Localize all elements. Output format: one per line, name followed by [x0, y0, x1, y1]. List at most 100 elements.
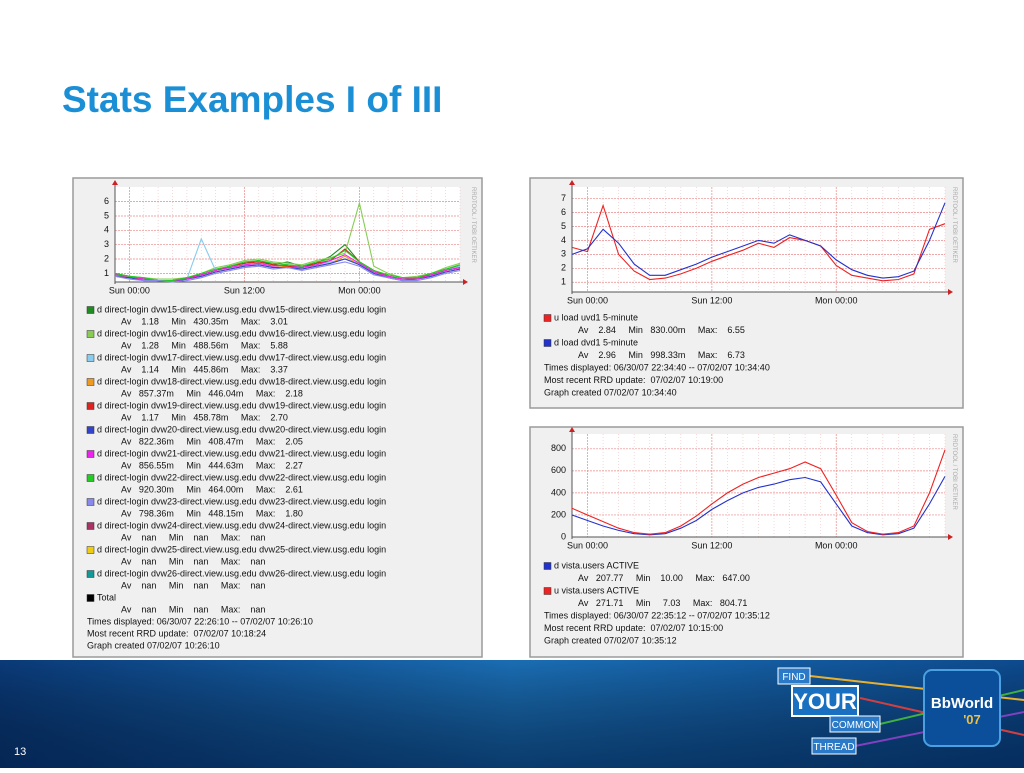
- series-line: [114, 261, 461, 283]
- x-tick-label: Sun 00:00: [109, 285, 150, 295]
- page-number: 13: [14, 746, 26, 758]
- y-tick-label: 3: [104, 239, 109, 249]
- legend-label: d vista.users ACTIVE: [554, 560, 639, 570]
- legend-stats: Av 2.96 Min 998.33m Max: 6.73: [578, 350, 745, 360]
- legend-swatch: [86, 354, 95, 362]
- footer-shade: [0, 660, 1024, 768]
- axis-arrow: [463, 279, 468, 285]
- legend-stats: Av 207.77 Min 10.00 Max: 647.00: [578, 573, 750, 583]
- legend-label: d direct-login dvw16-direct.view.usg.edu…: [97, 328, 386, 338]
- y-tick-label: 7: [561, 193, 566, 203]
- y-tick-label: 1: [104, 268, 109, 278]
- y-tick-label: 4: [561, 235, 566, 245]
- series-line: [571, 203, 946, 282]
- logo-year: '07: [963, 712, 981, 727]
- series-line: [571, 202, 946, 279]
- y-tick-label: 5: [104, 210, 109, 220]
- rrd-graph: Sun 00:00 Sun 12:00 Mon 00:00 0 200 400 600 800…: [529, 426, 964, 658]
- legend-stats: Av 798.36m Min 448.15m Max: 1.80: [121, 508, 303, 518]
- legend-stats: Av 1.28 Min 488.56m Max: 5.88: [121, 340, 288, 350]
- y-tick-label: 4: [104, 225, 109, 235]
- graph-note: Graph created 07/02/07 10:35:12: [544, 635, 677, 645]
- logo: FIND YOUR COMMON THREAD BbWorld '07: [777, 667, 1024, 755]
- graph-note: Most recent RRD update: 07/02/07 10:18:2…: [87, 628, 266, 638]
- axis-arrow: [948, 534, 953, 540]
- legend-label: d direct-login dvw18-direct.view.usg.edu…: [97, 376, 386, 386]
- legend-stats: Av nan Min nan Max: nan: [121, 604, 265, 614]
- axis-arrow: [569, 427, 575, 432]
- graph-note: Most recent RRD update: 07/02/07 10:19:0…: [544, 375, 723, 385]
- slide-title: Stats Examples I of III: [62, 79, 442, 120]
- logo-word: COMMON: [832, 720, 879, 731]
- legend-swatch: [543, 562, 552, 570]
- y-tick-label: 1: [561, 277, 566, 287]
- legend-swatch: [86, 378, 95, 386]
- legend-stats: Av 1.17 Min 458.78m Max: 2.70: [121, 412, 288, 422]
- logo-box: [829, 715, 881, 733]
- x-tick-label: Sun 12:00: [224, 285, 265, 295]
- y-tick-label: 400: [551, 487, 566, 497]
- legend-swatch: [86, 570, 95, 578]
- logo-word: THREAD: [813, 742, 854, 753]
- y-tick-label: 600: [551, 465, 566, 475]
- legend-swatch: [543, 587, 552, 595]
- legend-swatch: [86, 450, 95, 458]
- y-tick-label: 2: [104, 253, 109, 263]
- y-tick-label: 200: [551, 509, 566, 519]
- legend-stats: Av 2.84 Min 830.00m Max: 6.55: [578, 325, 745, 335]
- legend-label: d direct-login dvw21-direct.view.usg.edu…: [97, 448, 386, 458]
- legend-label: u load uvd1 5-minute: [554, 312, 638, 322]
- legend-swatch: [86, 402, 95, 410]
- legend-swatch: [86, 522, 95, 530]
- y-tick-label: 0: [561, 531, 566, 541]
- axis-arrow: [569, 180, 575, 185]
- y-tick-label: 3: [561, 249, 566, 259]
- legend-swatch: [86, 594, 95, 602]
- graph-note: Times displayed: 06/30/07 22:26:10 -- 07…: [87, 616, 313, 626]
- legend-label: d direct-login dvw20-direct.view.usg.edu…: [97, 424, 386, 434]
- y-tick-label: 6: [104, 196, 109, 206]
- legend-label: d direct-login dvw19-direct.view.usg.edu…: [97, 400, 386, 410]
- legend-swatch: [86, 498, 95, 506]
- legend-label: d direct-login dvw22-direct.view.usg.edu…: [97, 472, 386, 482]
- legend-label: d direct-login dvw23-direct.view.usg.edu…: [97, 496, 386, 506]
- legend-swatch: [86, 546, 95, 554]
- y-tick-label: 6: [561, 207, 566, 217]
- x-tick-label: Mon 00:00: [815, 295, 858, 305]
- graph-note: Times displayed: 06/30/07 22:35:12 -- 07…: [544, 610, 770, 620]
- watermark: RRDTOOL / TOBI OETIKER: [470, 187, 476, 263]
- logo-box: [811, 737, 857, 755]
- logo-word: FIND: [782, 672, 805, 683]
- legend-label: d load dvd1 5-minute: [554, 337, 638, 347]
- legend-stats: Av nan Min nan Max: nan: [121, 580, 265, 590]
- graph-note: Graph created 07/02/07 10:34:40: [544, 387, 677, 397]
- series-line: [571, 449, 946, 535]
- y-tick-label: 800: [551, 443, 566, 453]
- legend-stats: Av 1.14 Min 445.86m Max: 3.37: [121, 364, 288, 374]
- axis-arrow: [948, 289, 953, 295]
- x-tick-label: Mon 00:00: [815, 540, 858, 550]
- watermark: RRDTOOL / TOBI OETIKER: [951, 434, 957, 510]
- logo-word: YOUR: [793, 689, 857, 714]
- series-line: [571, 476, 946, 536]
- x-tick-label: Sun 12:00: [691, 295, 732, 305]
- legend-label: d direct-login dvw24-direct.view.usg.edu…: [97, 520, 386, 530]
- legend-swatch: [543, 339, 552, 347]
- legend-stats: Av nan Min nan Max: nan: [121, 532, 265, 542]
- x-tick-label: Sun 00:00: [567, 540, 608, 550]
- series-line: [114, 249, 461, 282]
- graph-note: Most recent RRD update: 07/02/07 10:15:0…: [544, 623, 723, 633]
- legend-label: d direct-login dvw26-direct.view.usg.edu…: [97, 568, 386, 578]
- x-tick-label: Sun 12:00: [691, 540, 732, 550]
- logo-box: [777, 667, 811, 685]
- x-tick-label: Sun 00:00: [567, 295, 608, 305]
- graph-note: Times displayed: 06/30/07 22:34:40 -- 07…: [544, 362, 770, 372]
- y-tick-label: 5: [561, 221, 566, 231]
- graph-note: Graph created 07/02/07 10:26:10: [87, 640, 220, 650]
- legend-label: d direct-login dvw25-direct.view.usg.edu…: [97, 544, 386, 554]
- legend-stats: Av 857.37m Min 446.04m Max: 2.18: [121, 388, 303, 398]
- legend-label: u vista.users ACTIVE: [554, 585, 639, 595]
- legend-swatch: [86, 306, 95, 314]
- watermark: RRDTOOL / TOBI OETIKER: [951, 187, 957, 263]
